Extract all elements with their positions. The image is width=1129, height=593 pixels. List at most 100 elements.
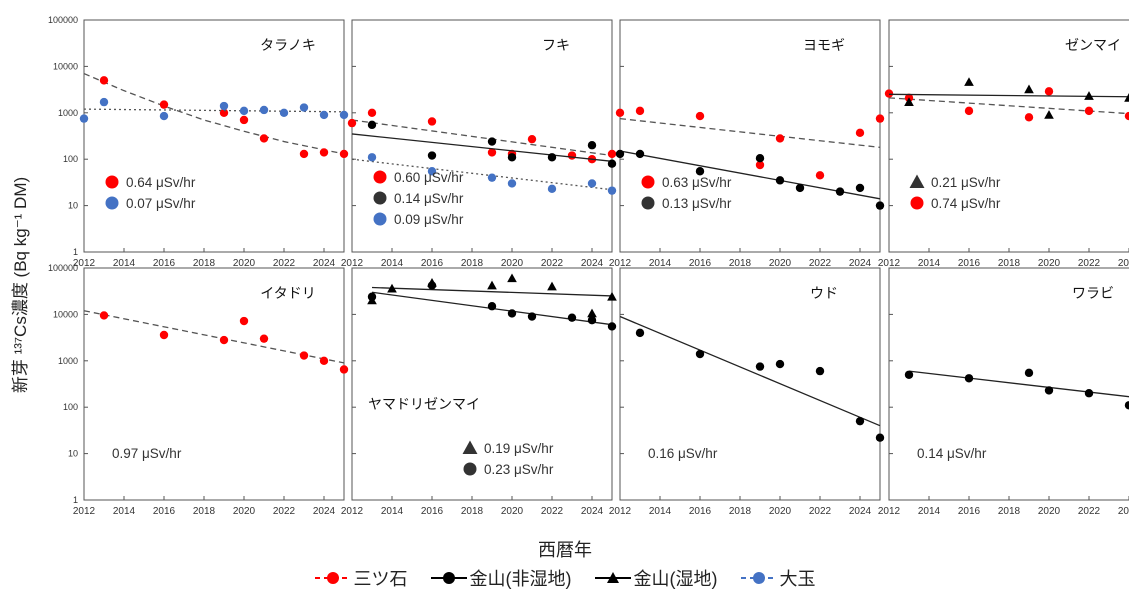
annotation-text: 0.19 μSv/hr (484, 441, 554, 456)
data-point (99, 76, 109, 85)
x-tick-label: 2012 (341, 506, 364, 517)
data-point (815, 171, 825, 180)
annotation-marker (641, 196, 655, 210)
data-point (964, 106, 974, 116)
trend-line (619, 117, 881, 149)
legend-marker-kanayama-nonwetland (430, 572, 467, 584)
x-tick-label: 2014 (113, 506, 136, 517)
x-tick-label: 2012 (341, 258, 364, 269)
x-tick-label: 2016 (153, 258, 176, 269)
series-series (351, 120, 617, 168)
panel-4: 2012 2014 2016 2018 2020 2022 2024 ゼンマイ 0.21 μSv… (878, 19, 1129, 269)
data-point (487, 280, 497, 290)
panel-title: タラノキ (260, 37, 316, 53)
annotation-text: 0.23 μSv/hr (484, 462, 554, 477)
data-point (875, 433, 885, 442)
x-tick-label: 2016 (958, 258, 981, 269)
data-point (339, 110, 349, 120)
data-point (427, 281, 437, 290)
annotation-marker (463, 462, 477, 476)
legend-label-kanayama-wetland: 金山(湿地) (633, 569, 718, 589)
y-tick-label: 1 (73, 495, 78, 505)
x-tick-label: 2012 (609, 258, 632, 269)
y-tick-label: 100 (63, 402, 78, 412)
data-point (587, 141, 597, 150)
y-tick-label: 100 (63, 154, 78, 164)
x-tick-label: 2020 (501, 506, 524, 517)
x-tick-label: 2014 (918, 258, 941, 269)
data-point (587, 308, 597, 318)
x-tick-label: 2024 (1118, 506, 1129, 517)
data-point (615, 149, 625, 159)
x-tick-label: 2016 (689, 258, 712, 269)
y-tick-label: 1 (73, 247, 78, 257)
series-series (367, 273, 617, 318)
legend-label-otama: 大玉 (779, 569, 816, 589)
annotation-text: 0.60 μSv/hr (394, 170, 464, 185)
trend-line (888, 97, 1129, 115)
x-tick-label: 2022 (541, 258, 564, 269)
panel-frame (351, 19, 613, 253)
trend-line (351, 119, 613, 157)
legend-marker-kanayama-wetland (594, 572, 631, 583)
series-series (888, 77, 1129, 119)
trend-line (371, 286, 613, 297)
x-tick-label: 2016 (958, 506, 981, 517)
x-tick-label: 2018 (461, 506, 484, 517)
trend-line (83, 72, 345, 155)
data-point (507, 153, 517, 162)
data-point (1084, 91, 1094, 100)
legend-item-otama: 大玉 (740, 565, 816, 591)
data-point (587, 315, 597, 325)
x-tick-label: 2016 (689, 506, 712, 517)
data-point (695, 111, 705, 121)
annotation-text: 0.14 μSv/hr (917, 446, 987, 461)
data-point (299, 103, 309, 112)
data-point (607, 149, 617, 159)
x-tick-label: 2018 (998, 258, 1021, 269)
data-point (1124, 111, 1129, 121)
data-point (815, 366, 825, 376)
data-point (615, 108, 625, 118)
data-point (875, 114, 885, 123)
annotation-marker (373, 191, 387, 205)
x-tick-label: 2014 (381, 258, 404, 269)
data-point (159, 330, 169, 340)
x-tick-label: 2018 (193, 506, 216, 517)
x-tick-label: 2014 (113, 258, 136, 269)
data-point (1124, 401, 1129, 410)
x-tick-label: 2022 (541, 506, 564, 517)
x-tick-label: 2020 (769, 506, 792, 517)
x-tick-label: 2024 (849, 258, 872, 269)
data-point (219, 335, 229, 345)
data-point (487, 173, 497, 182)
data-point (1044, 87, 1054, 96)
data-point (367, 292, 377, 301)
y-tick-label: 1000 (58, 108, 78, 118)
data-point (567, 151, 577, 160)
data-point (527, 312, 537, 321)
data-point (607, 186, 617, 195)
x-tick-label: 2024 (849, 506, 872, 517)
data-point (367, 153, 377, 162)
data-point (635, 106, 645, 116)
series-series (904, 368, 1129, 410)
x-tick-label: 2020 (769, 258, 792, 269)
legend-item-kanayama-wetland: 金山(湿地) (594, 565, 718, 591)
x-tick-label: 2012 (878, 506, 901, 517)
trend-line (351, 158, 613, 191)
data-point (319, 356, 329, 365)
data-point (219, 101, 229, 111)
x-tick-label: 2018 (461, 258, 484, 269)
x-tick-label: 2024 (313, 506, 336, 517)
data-point (695, 349, 705, 359)
data-point (635, 149, 645, 159)
data-point (1084, 106, 1094, 116)
trend-line (83, 108, 345, 113)
panel-7: 2012 2014 2016 2018 2020 2022 2024 ウド 0.16 μSv/h… (609, 267, 885, 517)
x-tick-label: 2020 (233, 506, 256, 517)
data-point (487, 148, 497, 157)
data-point (159, 100, 169, 109)
data-point (875, 201, 885, 210)
data-point (1124, 93, 1129, 102)
